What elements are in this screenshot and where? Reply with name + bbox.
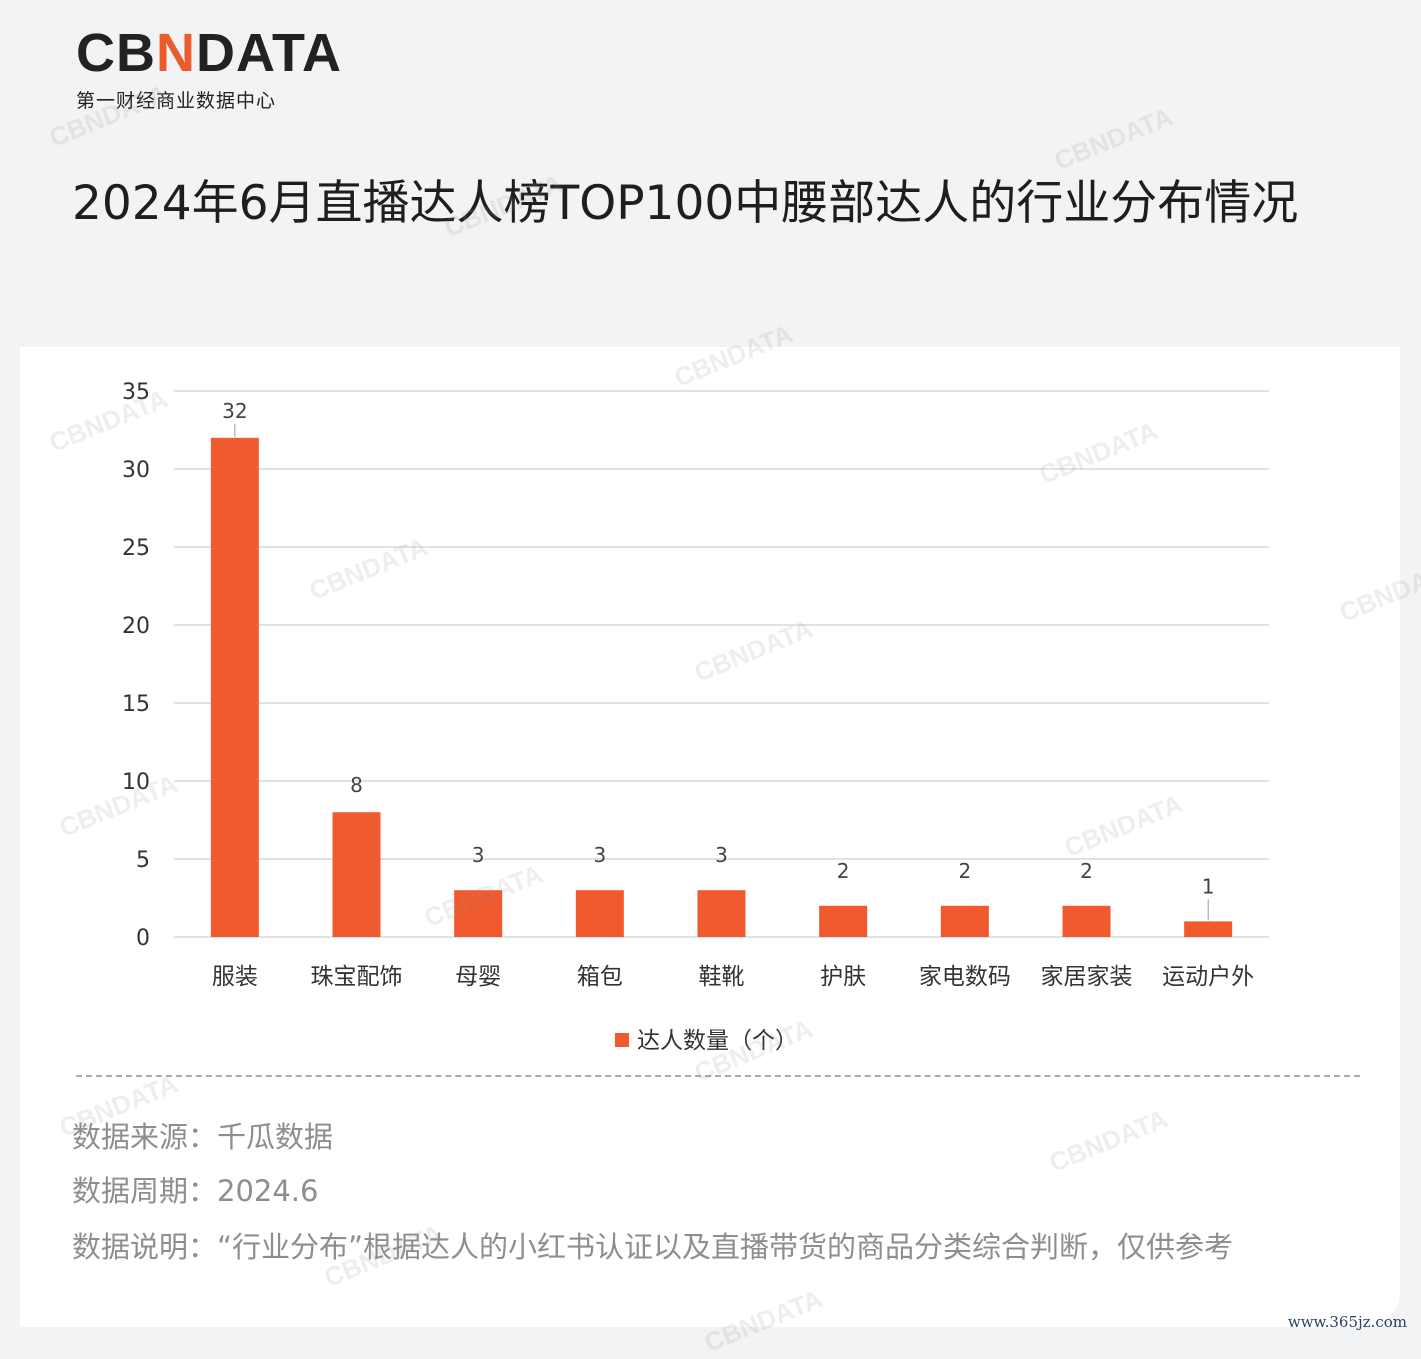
brand-logo: CBNDATA 第一财经商业数据中心 bbox=[76, 26, 342, 113]
y-tick-label: 15 bbox=[122, 692, 150, 717]
data-label: 3 bbox=[593, 843, 606, 867]
x-tick-label: 护肤 bbox=[820, 964, 866, 990]
data-label: 1 bbox=[1202, 874, 1215, 898]
legend: 达人数量（个） bbox=[615, 1028, 798, 1054]
y-tick-label: 10 bbox=[122, 770, 150, 795]
x-tick-label: 服装 bbox=[212, 964, 258, 990]
bar bbox=[1062, 905, 1111, 937]
logo-subtitle: 第一财经商业数据中心 bbox=[76, 90, 277, 112]
bar bbox=[210, 437, 259, 937]
data-label: 8 bbox=[350, 773, 363, 797]
x-axis-ticks: 服装 珠宝配饰 母婴 箱包 鞋靴 护肤 家电数码 家居家装 运动户外 bbox=[212, 964, 1254, 990]
legend-swatch bbox=[615, 1033, 629, 1047]
y-tick-label: 25 bbox=[122, 536, 150, 561]
x-tick-label: 母婴 bbox=[455, 964, 501, 990]
data-label: 3 bbox=[472, 843, 485, 867]
bar bbox=[332, 812, 381, 937]
bar bbox=[697, 890, 746, 937]
data-label: 2 bbox=[958, 859, 971, 883]
x-tick-label: 家居家装 bbox=[1041, 964, 1133, 990]
y-tick-label: 35 bbox=[122, 380, 150, 405]
x-tick-label: 运动户外 bbox=[1162, 964, 1254, 990]
logo-wordmark-right: DATA bbox=[196, 23, 342, 83]
data-source-note: 数据来源：千瓜数据 bbox=[72, 1120, 334, 1154]
data-period-note: 数据周期：2024.6 bbox=[72, 1174, 319, 1208]
data-label: 2 bbox=[837, 859, 850, 883]
bars bbox=[210, 437, 1233, 937]
bar bbox=[575, 890, 624, 937]
x-tick-label: 箱包 bbox=[577, 964, 623, 990]
site-watermark: www.365jz.com bbox=[1287, 1313, 1407, 1331]
y-tick-label: 30 bbox=[122, 458, 150, 483]
data-label: 32 bbox=[222, 399, 247, 423]
logo-wordmark-accent: N bbox=[156, 23, 196, 83]
logo-wordmark-left: CB bbox=[76, 23, 156, 83]
x-tick-label: 家电数码 bbox=[919, 964, 1011, 990]
bar bbox=[940, 905, 989, 937]
y-tick-label: 5 bbox=[136, 848, 150, 873]
bar bbox=[819, 905, 868, 937]
data-label: 3 bbox=[715, 843, 728, 867]
y-tick-label: 20 bbox=[122, 614, 150, 639]
page-title: 2024年6月直播达人榜TOP100中腰部达人的行业分布情况 bbox=[72, 176, 1299, 231]
bar bbox=[1184, 921, 1233, 937]
x-tick-label: 珠宝配饰 bbox=[311, 964, 403, 990]
legend-label: 达人数量（个） bbox=[637, 1028, 798, 1054]
watermark: CBNDATA bbox=[1050, 101, 1177, 176]
y-axis-ticks: 0 5 10 15 20 25 30 35 bbox=[122, 380, 150, 951]
chart-card: 0 5 10 15 20 25 30 35 32 8 3 3 3 2 2 2 1 服装 珠宝配饰 母婴 箱包 鞋靴 护肤… bbox=[20, 347, 1400, 1327]
data-description-note: 数据说明：“行业分布”根据达人的小红书认证以及直播带货的商品分类综合判断，仅供参… bbox=[72, 1230, 1234, 1264]
y-tick-label: 0 bbox=[136, 926, 150, 951]
logo-wordmark: CBNDATA bbox=[76, 26, 342, 80]
data-label: 2 bbox=[1080, 859, 1093, 883]
x-tick-label: 鞋靴 bbox=[699, 964, 745, 990]
bar bbox=[454, 890, 503, 937]
divider bbox=[76, 1075, 1360, 1077]
